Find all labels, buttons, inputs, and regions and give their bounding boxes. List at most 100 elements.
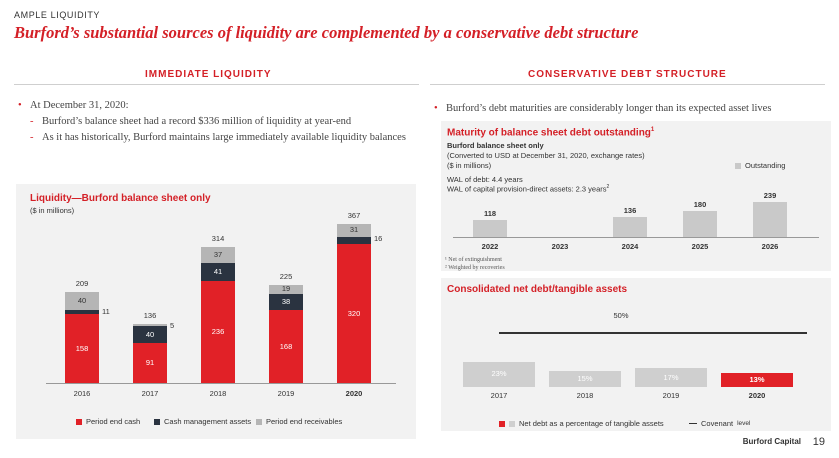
x-tick-label: 2025: [691, 242, 709, 251]
x-tick-label: 2018: [209, 389, 227, 398]
bar-segment-label: 158: [75, 343, 89, 353]
section-kicker: AMPLE LIQUIDITY: [14, 10, 101, 20]
left-column-heading: IMMEDIATE LIQUIDITY: [145, 69, 272, 80]
bar-segment-label: 40: [77, 295, 87, 305]
bar-segment-label: 168: [279, 341, 293, 351]
x-tick-label: 2019: [662, 391, 680, 400]
debt-bar: [473, 219, 507, 237]
maturity-wal-assets: WAL of capital provision-direct assets: …: [447, 184, 610, 194]
legend-swatch-receivables: [256, 418, 262, 425]
left-column-divider: [14, 84, 419, 85]
x-tick-label: 2018: [576, 391, 594, 400]
footer-brand: Burford Capital: [742, 437, 801, 446]
x-tick-label: 2026: [761, 242, 779, 251]
netdebt-bar-value-label: 17%: [663, 372, 679, 382]
left-bullet: At December 31, 2020:: [16, 99, 416, 112]
debt-bar-value-label: 136: [623, 206, 637, 216]
bar-segment: [269, 293, 303, 311]
x-tick-label: 2020: [345, 389, 363, 398]
bar-total-label: 209: [75, 279, 89, 289]
debt-bar: [683, 210, 717, 237]
left-sub-bullet-1: Burford’s balance sheet had a record $33…: [16, 115, 416, 129]
footnote-2: ² Weighted by recoveries: [445, 264, 505, 271]
liquidity-chart-panel: Liquidity—Burford balance sheet only ($ …: [16, 184, 416, 439]
debt-bar: [753, 202, 787, 237]
liquidity-chart-subtitle: ($ in millions): [30, 206, 75, 215]
maturity-chart-panel: Maturity of balance sheet debt outstandi…: [441, 121, 831, 271]
maturity-x-axis: [453, 237, 819, 238]
maturity-footnotes: ¹ Net of extinguishment ² Weighted by re…: [445, 257, 505, 272]
bar-segment: [337, 244, 371, 383]
x-tick-label: 2023: [551, 242, 569, 251]
bar-segment: [201, 246, 235, 263]
bar-total-label: 136: [143, 310, 157, 320]
bar-segment: [133, 326, 167, 344]
right-bullets: Burford’s debt maturities are considerab…: [432, 102, 832, 118]
bar-total-label: 367: [347, 210, 361, 220]
right-column-heading: CONSERVATIVE DEBT STRUCTURE: [528, 69, 727, 80]
bar-segment: [65, 314, 99, 383]
x-tick-label: 2020: [748, 391, 766, 400]
legend-label-outstanding: Outstanding: [745, 161, 786, 170]
bar-segment: [269, 285, 303, 294]
x-tick-label: 2017: [141, 389, 159, 398]
bar-segment: [269, 310, 303, 383]
bar-segment: [201, 280, 235, 383]
legend-swatch-covenant: [689, 422, 697, 425]
bar-segment: [133, 343, 167, 383]
x-tick-label: 2019: [277, 389, 295, 398]
netdebt-bar: [549, 370, 621, 387]
netdebt-bar-value-label: 15%: [577, 373, 593, 383]
bar-segment-label: 37: [213, 249, 223, 259]
bar-segment-label: 38: [281, 296, 291, 306]
x-tick-label: 2022: [481, 242, 499, 251]
netdebt-bar: [721, 372, 793, 387]
bar-segment: [337, 237, 371, 245]
bar-segment-label: 19: [281, 284, 291, 294]
legend-swatch-netdebt-gray: [509, 420, 515, 427]
bar-segment-label: 11: [102, 306, 110, 316]
bar-total-label: 225: [279, 272, 293, 282]
legend-swatch-outstanding: [735, 162, 741, 169]
liquidity-x-axis: [46, 383, 396, 384]
legend-swatch-cash-management: [154, 418, 160, 425]
left-bullets: At December 31, 2020: Burford’s balance …: [16, 99, 416, 146]
debt-bar: [613, 217, 647, 237]
bar-segment-label: 40: [145, 329, 155, 339]
bar-segment-label: 236: [211, 326, 225, 336]
netdebt-bar-value-label: 13%: [749, 374, 765, 384]
maturity-chart-sub3: ($ in millions): [447, 161, 492, 170]
netdebt-bar-value-label: 23%: [491, 369, 507, 379]
bar-segment: [65, 292, 99, 310]
legend-label-covenant: Covenant: [701, 419, 734, 428]
page-number: 19: [812, 436, 825, 448]
left-sub-bullet-2: As it has historically, Burford maintain…: [16, 131, 416, 145]
debt-bar-value-label: 118: [483, 208, 497, 218]
bar-segment: [65, 309, 99, 315]
netdebt-bar: [463, 361, 535, 387]
legend-label-covenant-suffix: level: [737, 420, 751, 427]
liquidity-chart-title: Liquidity—Burford balance sheet only: [30, 193, 211, 204]
netdebt-bar: [635, 368, 707, 387]
bar-segment-label: 16: [374, 234, 383, 244]
netdebt-chart-title: Consolidated net debt/tangible assets: [447, 284, 628, 295]
netdebt-legend-covenant: Covenant level: [689, 419, 750, 428]
right-bullet: Burford’s debt maturities are considerab…: [432, 102, 832, 115]
footnote-1: ¹ Net of extinguishment: [445, 257, 502, 263]
bar-segment: [201, 262, 235, 281]
maturity-chart-title: Maturity of balance sheet debt outstandi…: [447, 127, 655, 139]
covenant-value-label: 50%: [613, 311, 629, 320]
legend-swatch-cash: [76, 418, 82, 425]
maturity-wal-debt: WAL of debt: 4.4 years: [447, 175, 523, 184]
liquidity-legend-cash: Period end cash: [76, 417, 140, 426]
legend-label-cash: Period end cash: [86, 417, 141, 426]
bar-segment-label: 5: [170, 320, 175, 330]
bar-segment-label: 91: [145, 358, 155, 368]
liquidity-legend-cash-management: Cash management assets: [154, 417, 251, 426]
debt-bar-value-label: 180: [693, 199, 707, 209]
bar-segment: [337, 223, 371, 238]
legend-label-netdebt: Net debt as a percentage of tangible ass…: [519, 419, 664, 428]
bar-segment-label: 320: [347, 308, 361, 318]
bar-segment-label: 31: [349, 225, 359, 235]
liquidity-legend-receivables: Period end receivables: [256, 417, 342, 426]
